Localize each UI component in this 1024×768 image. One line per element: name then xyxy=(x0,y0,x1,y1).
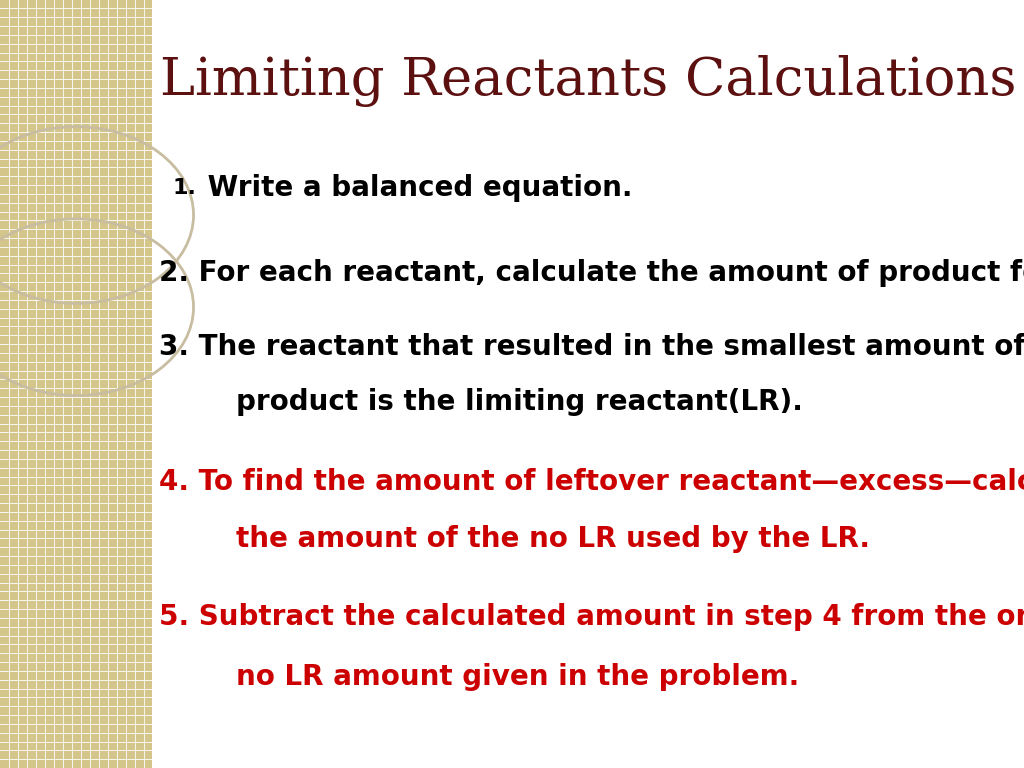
Text: Write a balanced equation.: Write a balanced equation. xyxy=(198,174,632,202)
Text: 1.: 1. xyxy=(172,178,196,198)
Text: no LR amount given in the problem.: no LR amount given in the problem. xyxy=(159,664,799,691)
Text: 4. To find the amount of leftover reactant—excess—calculate: 4. To find the amount of leftover reacta… xyxy=(159,468,1024,496)
Text: the amount of the no LR used by the LR.: the amount of the no LR used by the LR. xyxy=(159,525,869,553)
Bar xyxy=(0,0,152,768)
Text: 2. For each reactant, calculate the amount of product formed.: 2. For each reactant, calculate the amou… xyxy=(159,259,1024,286)
Text: 5. Subtract the calculated amount in step 4 from the original: 5. Subtract the calculated amount in ste… xyxy=(159,604,1024,631)
Text: Limiting Reactants Calculations: Limiting Reactants Calculations xyxy=(160,55,1016,107)
Text: 3. The reactant that resulted in the smallest amount of: 3. The reactant that resulted in the sma… xyxy=(159,333,1024,361)
Text: product is the limiting reactant(LR).: product is the limiting reactant(LR). xyxy=(159,389,803,416)
